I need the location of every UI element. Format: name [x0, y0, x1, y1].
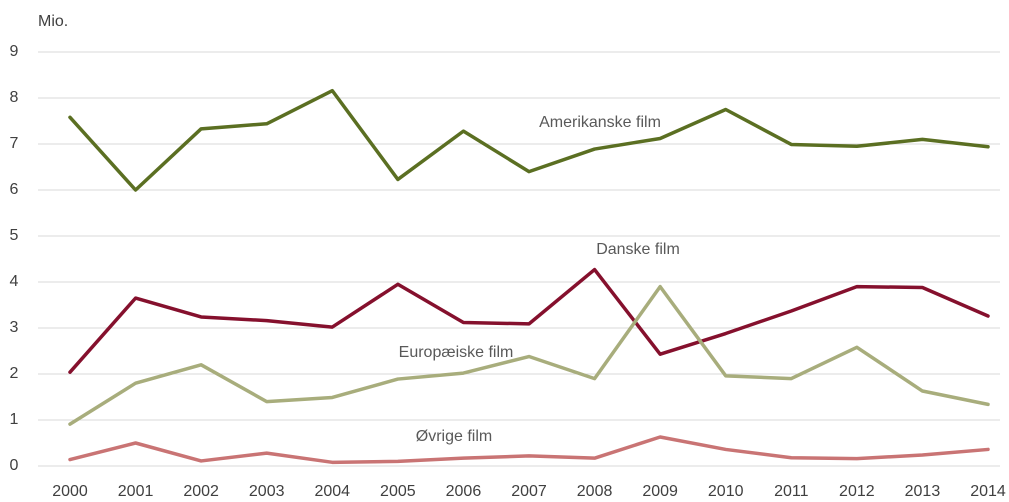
y-tick-label: 0: [10, 457, 19, 474]
series-line: [68, 267, 990, 374]
series-line: [68, 435, 990, 465]
y-unit-label: Mio.: [38, 13, 68, 30]
x-tick-label: 2010: [708, 483, 744, 500]
y-tick-label: 3: [10, 319, 19, 336]
series-label: Europæiske film: [399, 344, 514, 361]
y-tick-label: 4: [10, 273, 19, 290]
series-label: Danske film: [596, 241, 680, 258]
x-tick-label: 2006: [446, 483, 482, 500]
x-tick-label: 2003: [249, 483, 285, 500]
x-tick-label: 2009: [642, 483, 678, 500]
x-tick-label: 2004: [314, 483, 350, 500]
series-line: [68, 284, 990, 426]
y-tick-label: 7: [10, 135, 19, 152]
x-tick-label: 2011: [774, 483, 809, 500]
x-tick-label: 2014: [970, 483, 1006, 500]
y-tick-label: 2: [10, 365, 19, 382]
y-tick-label: 8: [10, 89, 19, 106]
y-tick-label: 9: [10, 43, 19, 60]
x-tick-label: 2001: [118, 483, 154, 500]
x-tick-label: 2012: [839, 483, 875, 500]
series-label: Øvrige film: [416, 428, 492, 445]
x-tick-label: 2013: [905, 483, 941, 500]
x-tick-label: 2000: [52, 483, 88, 500]
y-tick-label: 5: [10, 227, 19, 244]
y-tick-label: 1: [10, 411, 19, 428]
x-tick-label: 2007: [511, 483, 547, 500]
x-tick-label: 2002: [183, 483, 219, 500]
x-tick-label: 2005: [380, 483, 416, 500]
y-tick-label: 6: [10, 181, 19, 198]
x-tick-label: 2008: [577, 483, 613, 500]
series-line: [68, 88, 990, 192]
series-label: Amerikanske film: [539, 114, 661, 131]
